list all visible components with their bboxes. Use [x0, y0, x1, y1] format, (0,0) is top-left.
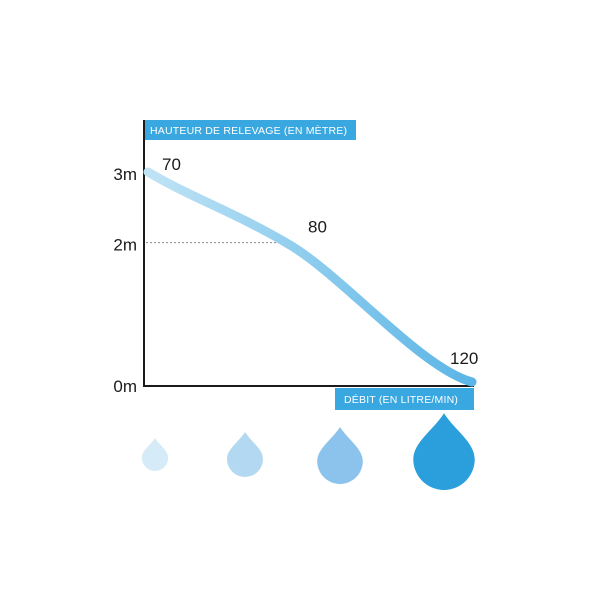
y-tick-labels: 3m 2m 0m — [113, 165, 137, 396]
x-axis-title: DÉBIT (EN LITRE/MIN) — [344, 393, 458, 406]
data-label: 70 — [162, 155, 181, 174]
water-drop-icon — [227, 432, 263, 477]
data-labels: 70 80 120 — [162, 155, 478, 368]
y-axis-title-box — [144, 120, 356, 140]
y-axis-title: HAUTEUR DE RELEVAGE (EN MÈTRE) — [150, 124, 347, 137]
series-curve — [143, 167, 477, 387]
y-tick-label: 3m — [113, 165, 137, 184]
y-tick-label: 0m — [113, 377, 137, 396]
x-axis-title-box — [335, 388, 474, 410]
data-label: 120 — [450, 349, 478, 368]
water-drop-icon — [141, 438, 169, 471]
data-label: 80 — [308, 218, 327, 237]
water-drop-legend — [141, 413, 475, 490]
water-drop-icon — [317, 427, 363, 484]
water-drop-icon — [413, 413, 475, 490]
series-line — [143, 167, 477, 387]
y-tick-label: 2m — [113, 236, 137, 255]
